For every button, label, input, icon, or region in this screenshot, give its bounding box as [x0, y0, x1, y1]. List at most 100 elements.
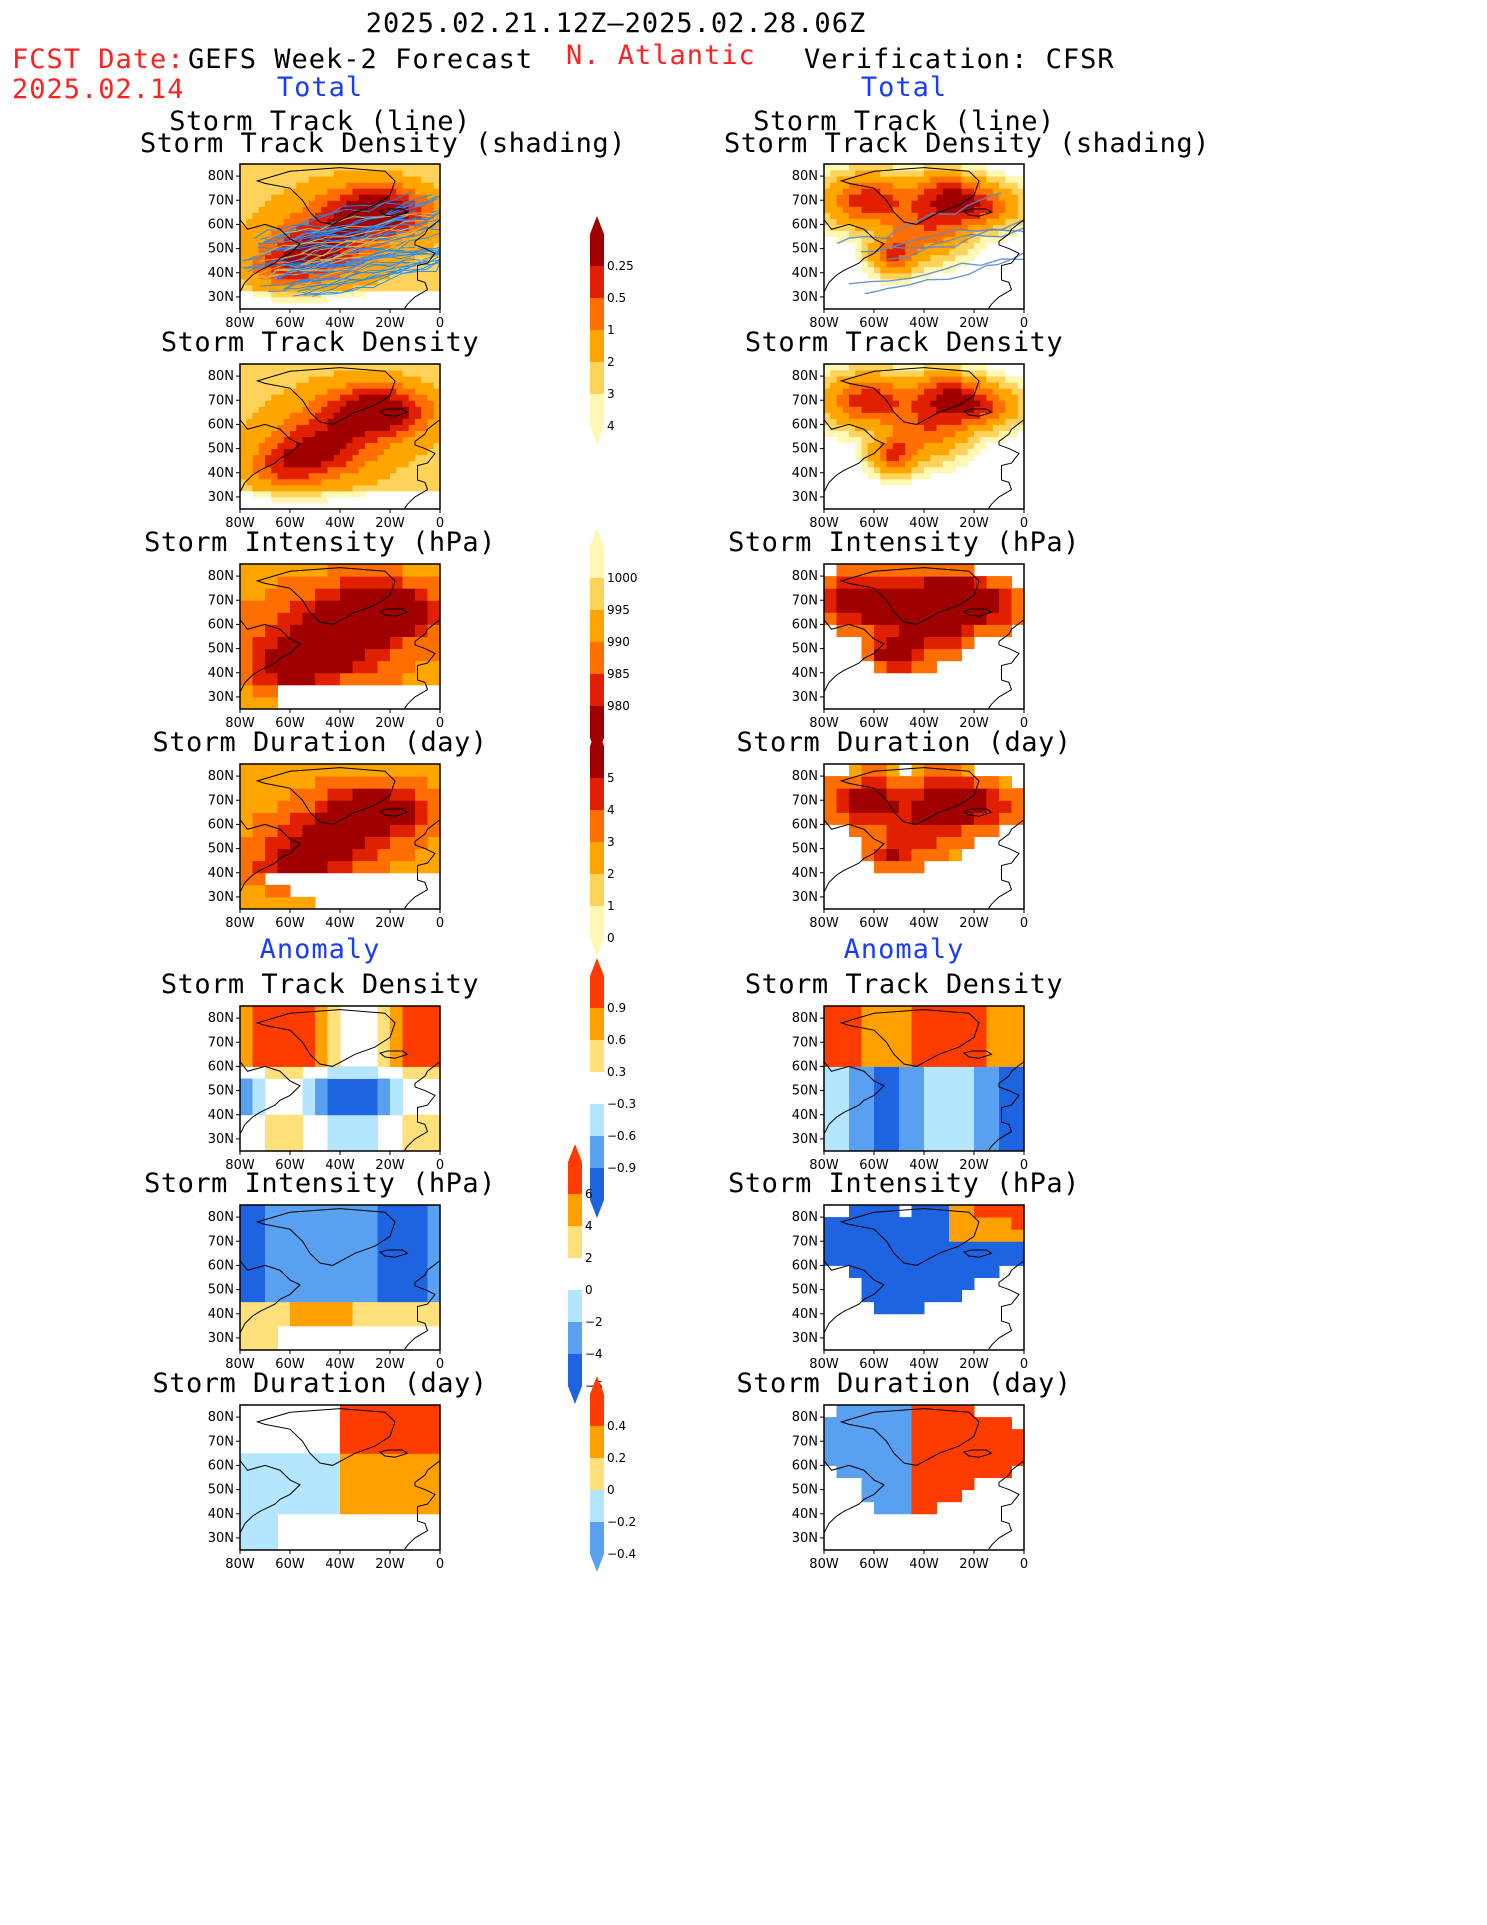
lat-tick-label: 40N — [208, 1307, 234, 1322]
lon-tick-label: 40W — [325, 1357, 355, 1369]
lat-tick-label: 60N — [792, 217, 818, 232]
lat-tick-label: 80N — [208, 1410, 234, 1425]
lon-tick-label: 60W — [275, 1357, 305, 1369]
lon-tick-label: 40W — [909, 1557, 939, 1569]
map-duration-forecast: 30N 40N 50N 60N 70N 80N 80W 60W 40W 20W 0 — [200, 756, 450, 932]
lon-tick-label: 40W — [325, 1158, 355, 1170]
colorbar-tick-label: −2 — [585, 1315, 603, 1329]
lat-tick-label: 60N — [208, 1258, 234, 1273]
lon-tick-label: 60W — [859, 516, 889, 528]
map-density-verification: 30N 40N 50N 60N 70N 80N 80W 60W 40W 20W 0 — [784, 356, 1034, 532]
lat-tick-label: 50N — [208, 642, 234, 657]
map-svg: 30N 40N 50N 60N 70N 80N 80W 60W 40W 20W 0 — [792, 1204, 1028, 1372]
map-svg: 30N 40N 50N 60N 70N 80N 80W 60W 40W 20W 0 — [208, 1404, 444, 1572]
lat-tick-label: 80N — [792, 1011, 818, 1026]
map-svg: 30N 40N 50N 60N 70N 80N 80W 60W 40W 20W 0 — [208, 363, 444, 531]
lat-tick-label: 80N — [208, 169, 234, 184]
lat-tick-label: 40N — [792, 1307, 818, 1322]
lat-tick-label: 40N — [208, 266, 234, 281]
lat-tick-label: 70N — [208, 193, 234, 208]
map-svg: 30N 40N 50N 60N 70N 80N 80W 60W 40W 20W 0 — [792, 563, 1028, 731]
colorbar-svg: 0.9 0.6 0.3 −0.3 −0.6 −0.9 — [590, 958, 636, 1218]
lat-tick-label: 60N — [208, 417, 234, 432]
lon-tick-label: 20W — [375, 1158, 405, 1170]
lat-tick-label: 50N — [792, 1483, 818, 1498]
lat-tick-label: 50N — [208, 242, 234, 257]
duration-anom-title-right: Storm Duration (day) — [736, 1368, 1072, 1399]
colorbar-tick-label: 0 — [585, 1283, 593, 1297]
lat-tick-label: 40N — [208, 866, 234, 881]
forecast-title: GEFS Week-2 Forecast — [188, 44, 534, 75]
colorbar-tick-label: 3 — [607, 387, 615, 401]
lat-tick-label: 30N — [792, 1531, 818, 1546]
lon-tick-label: 20W — [959, 716, 989, 728]
lon-tick-label: 20W — [959, 1557, 989, 1569]
lon-tick-label: 20W — [375, 1557, 405, 1569]
lat-tick-label: 30N — [792, 1331, 818, 1346]
lat-tick-label: 60N — [208, 817, 234, 832]
lat-tick-label: 80N — [792, 569, 818, 584]
colorbar-tick-label: −0.2 — [607, 1515, 636, 1529]
duration-anomaly-colorbar: 0.4 0.2 0 −0.2 −0.4 — [586, 1374, 656, 1578]
colorbar-svg: 0.4 0.2 0 −0.2 −0.4 — [590, 1376, 636, 1572]
lat-tick-label: 50N — [208, 1283, 234, 1298]
lat-tick-label: 30N — [208, 490, 234, 505]
region-label: N. Atlantic — [566, 40, 756, 71]
lon-tick-label: 20W — [959, 1357, 989, 1369]
verification-title: Verification: CFSR — [804, 44, 1115, 75]
lon-tick-label: 40W — [325, 916, 355, 928]
lat-tick-label: 80N — [792, 369, 818, 384]
lon-tick-label: 0 — [1020, 1357, 1028, 1369]
lon-tick-label: 40W — [909, 916, 939, 928]
lat-tick-label: 30N — [792, 890, 818, 905]
lon-tick-label: 20W — [375, 316, 405, 328]
colorbar-svg: 0.25 0.5 1 2 3 4 — [590, 216, 634, 444]
lon-tick-label: 80W — [809, 1557, 839, 1569]
lon-tick-label: 40W — [325, 516, 355, 528]
colorbar-tick-label: 2 — [607, 355, 615, 369]
lat-tick-label: 70N — [792, 1035, 818, 1050]
lat-tick-label: 70N — [208, 1234, 234, 1249]
lat-tick-label: 30N — [792, 1132, 818, 1147]
lat-tick-label: 70N — [208, 593, 234, 608]
lon-tick-label: 0 — [1020, 1557, 1028, 1569]
lat-tick-label: 70N — [208, 1035, 234, 1050]
density-anomaly-colorbar: 0.9 0.6 0.3 −0.3 −0.6 −0.9 — [586, 956, 656, 1224]
lat-tick-label: 30N — [208, 1331, 234, 1346]
lat-tick-label: 80N — [792, 1410, 818, 1425]
lon-tick-label: 80W — [225, 916, 255, 928]
map-svg: 30N 40N 50N 60N 70N 80N 80W 60W 40W 20W 0 — [792, 363, 1028, 531]
lon-tick-label: 40W — [909, 1357, 939, 1369]
lat-tick-label: 40N — [792, 666, 818, 681]
colorbar-tick-label: 1 — [607, 323, 615, 337]
map-svg: 30N 40N 50N 60N 70N 80N 80W 60W 40W 20W 0 — [792, 1005, 1028, 1173]
lat-tick-label: 60N — [208, 217, 234, 232]
lat-tick-label: 60N — [208, 1059, 234, 1074]
lon-tick-label: 40W — [909, 716, 939, 728]
colorbar-tick-label: 6 — [585, 1187, 593, 1201]
lon-tick-label: 40W — [909, 516, 939, 528]
density-anom-title-right: Storm Track Density — [744, 969, 1064, 1000]
lon-tick-label: 0 — [436, 716, 444, 728]
colorbar-svg: 1000 995 990 985 980 — [590, 528, 638, 756]
map-track-forecast: 30N 40N 50N 60N 70N 80N 80W 60W 40W 20W 0 — [200, 156, 450, 332]
lon-tick-label: 60W — [275, 1557, 305, 1569]
map-intensity-anomaly-verification: 30N 40N 50N 60N 70N 80N 80W 60W 40W 20W 0 — [784, 1197, 1034, 1373]
lon-tick-label: 40W — [325, 716, 355, 728]
map-svg: 30N 40N 50N 60N 70N 80N 80W 60W 40W 20W 0 — [208, 763, 444, 931]
colorbar-tick-label: 985 — [607, 667, 630, 681]
lat-tick-label: 30N — [792, 690, 818, 705]
lat-tick-label: 50N — [792, 242, 818, 257]
lon-tick-label: 80W — [225, 316, 255, 328]
lat-tick-label: 40N — [208, 466, 234, 481]
density-title-left: Storm Track Density — [160, 327, 480, 358]
lon-tick-label: 20W — [959, 916, 989, 928]
lon-tick-label: 20W — [959, 1158, 989, 1170]
lon-tick-label: 40W — [325, 316, 355, 328]
lon-tick-label: 80W — [809, 1357, 839, 1369]
map-svg: 30N 40N 50N 60N 70N 80N 80W 60W 40W 20W 0 — [792, 163, 1028, 331]
colorbar-tick-label: 0.25 — [607, 259, 634, 273]
colorbar-svg: 5 4 3 2 1 0 — [590, 728, 615, 956]
